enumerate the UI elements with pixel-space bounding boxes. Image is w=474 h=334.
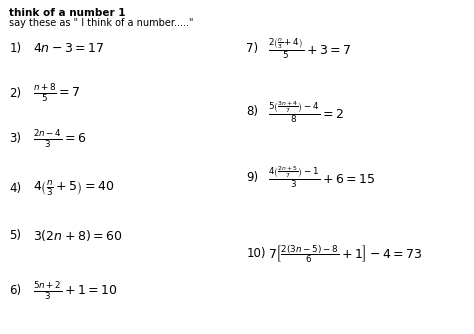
Text: 10): 10) — [246, 247, 266, 260]
Text: $7\left[\frac{2(3n - 5) - 8}{6} + 1\right] - 4 = 73$: $7\left[\frac{2(3n - 5) - 8}{6} + 1\righ… — [268, 243, 422, 265]
Text: $\frac{5\left(\frac{3n + 4}{7}\right) - 4}{8} = 2$: $\frac{5\left(\frac{3n + 4}{7}\right) - … — [268, 99, 344, 125]
Text: $4\left(\frac{n}{3} + 5\right) = 40$: $4\left(\frac{n}{3} + 5\right) = 40$ — [33, 179, 114, 198]
Text: 7): 7) — [246, 42, 259, 55]
Text: 6): 6) — [9, 284, 22, 297]
Text: 3): 3) — [9, 132, 21, 145]
Text: 1): 1) — [9, 42, 22, 55]
Text: $3(2n + 8) = 60$: $3(2n + 8) = 60$ — [33, 228, 122, 243]
Text: 8): 8) — [246, 106, 258, 118]
Text: $\frac{2\left(\frac{n}{3} + 4\right)}{5} + 3 = 7$: $\frac{2\left(\frac{n}{3} + 4\right)}{5}… — [268, 36, 351, 61]
Text: $\frac{n + 8}{5} = 7$: $\frac{n + 8}{5} = 7$ — [33, 82, 81, 105]
Text: 4): 4) — [9, 182, 22, 195]
Text: $\frac{4\left(\frac{2n + 5}{7}\right) - 1}{3} + 6 = 15$: $\frac{4\left(\frac{2n + 5}{7}\right) - … — [268, 164, 375, 190]
Text: say these as " I think of a number.....": say these as " I think of a number....." — [9, 18, 194, 28]
Text: 2): 2) — [9, 87, 22, 100]
Text: 9): 9) — [246, 171, 259, 183]
Text: think of a number 1: think of a number 1 — [9, 8, 126, 18]
Text: 5): 5) — [9, 229, 21, 242]
Text: $4n - 3 = 17$: $4n - 3 = 17$ — [33, 42, 105, 55]
Text: $\frac{2n - 4}{3} = 6$: $\frac{2n - 4}{3} = 6$ — [33, 128, 87, 150]
Text: $\frac{5n + 2}{3} + 1 = 10$: $\frac{5n + 2}{3} + 1 = 10$ — [33, 280, 118, 302]
